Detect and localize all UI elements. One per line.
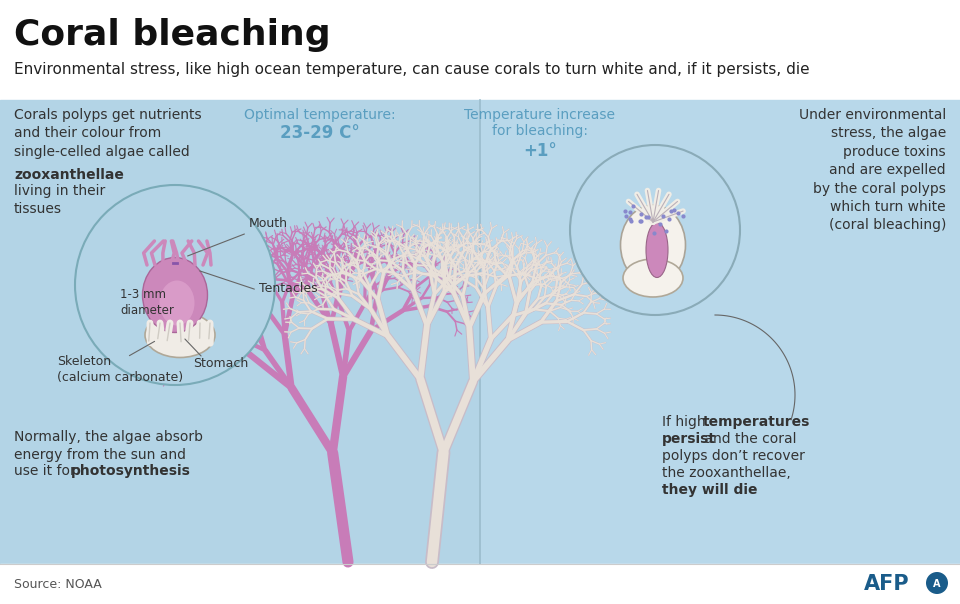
Circle shape (75, 185, 275, 385)
Text: AFP: AFP (864, 574, 910, 594)
Bar (0, 100, 480, 564)
Text: and the coral: and the coral (700, 432, 797, 446)
Text: Environmental stress, like high ocean temperature, can cause corals to turn whit: Environmental stress, like high ocean te… (14, 62, 809, 77)
Text: living in their
tissues: living in their tissues (14, 184, 106, 216)
Text: Coral bleaching: Coral bleaching (14, 18, 330, 52)
Text: polyps don’t recover: polyps don’t recover (662, 449, 804, 463)
Text: zooxanthellae: zooxanthellae (14, 168, 124, 182)
Bar (0, 0, 960, 100)
Text: Normally, the algae absorb
energy from the sun and: Normally, the algae absorb energy from t… (14, 430, 203, 463)
Bar (480, 100, 960, 564)
Text: Under environmental
stress, the algae
produce toxins
and are expelled
by the cor: Under environmental stress, the algae pr… (799, 108, 946, 233)
Text: Tentacles: Tentacles (259, 281, 318, 295)
Ellipse shape (646, 222, 668, 277)
Ellipse shape (620, 205, 685, 285)
Circle shape (926, 572, 948, 594)
Text: .: . (163, 464, 167, 478)
Ellipse shape (145, 312, 215, 358)
Bar (0, 564, 960, 604)
Ellipse shape (623, 259, 683, 297)
Text: photosynthesis: photosynthesis (71, 464, 191, 478)
Ellipse shape (142, 257, 207, 332)
Text: 1-3 mm
diameter: 1-3 mm diameter (120, 289, 174, 318)
Text: Temperature increase
for bleaching:: Temperature increase for bleaching: (465, 108, 615, 138)
Text: 23-29 C°: 23-29 C° (280, 124, 360, 142)
Text: Optimal temperature:: Optimal temperature: (244, 108, 396, 122)
Text: Source: NOAA: Source: NOAA (14, 577, 102, 591)
Text: +1°: +1° (523, 142, 557, 160)
Text: Stomach: Stomach (193, 357, 249, 370)
Text: the zooxanthellae,: the zooxanthellae, (662, 466, 791, 480)
Text: persist: persist (662, 432, 716, 446)
Ellipse shape (159, 280, 195, 326)
Text: Mouth: Mouth (249, 217, 288, 230)
Text: temperatures: temperatures (703, 415, 810, 429)
Text: If high: If high (662, 415, 710, 429)
Text: they will die: they will die (662, 483, 757, 497)
Text: A: A (933, 579, 941, 589)
Circle shape (570, 145, 740, 315)
Text: use it for: use it for (14, 464, 80, 478)
Text: Skeleton
(calcium carbonate): Skeleton (calcium carbonate) (57, 355, 183, 384)
Text: Corals polyps get nutrients
and their colour from
single-celled algae called: Corals polyps get nutrients and their co… (14, 108, 202, 159)
